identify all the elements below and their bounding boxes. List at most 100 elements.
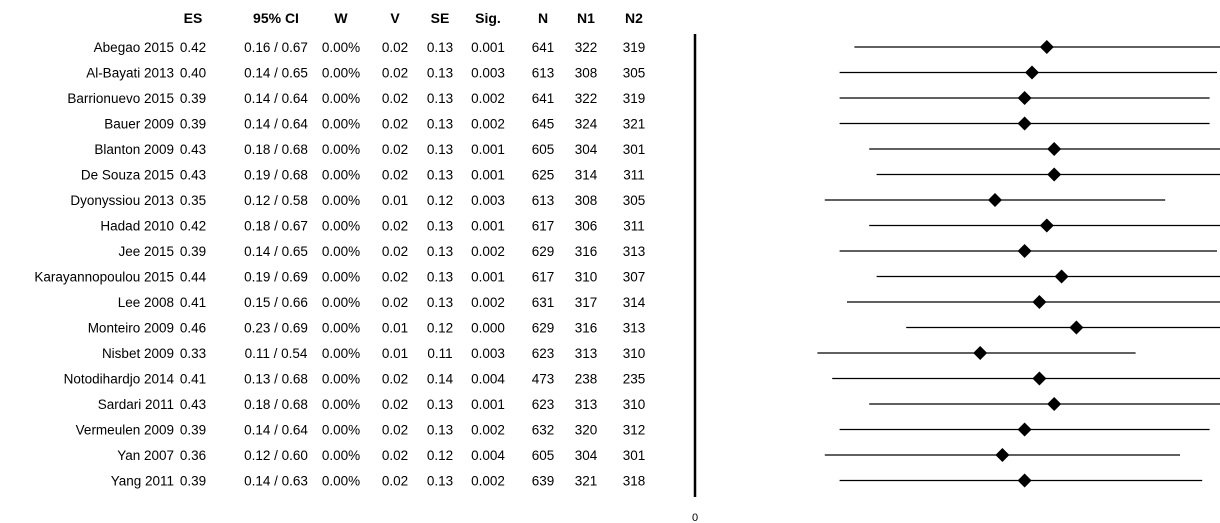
cell-sig: 0.002 — [471, 91, 505, 106]
cell-w: 0.00% — [322, 219, 360, 234]
cell-v: 0.02 — [382, 372, 408, 387]
effect-size-marker — [1017, 244, 1032, 258]
cell-w: 0.00% — [322, 91, 360, 106]
cell-se: 0.13 — [427, 40, 453, 55]
effect-size-marker — [1047, 167, 1062, 182]
cell-se: 0.13 — [427, 168, 453, 183]
cell-n: 639 — [532, 474, 555, 489]
cell-sig: 0.004 — [471, 448, 505, 463]
effect-size-marker — [1032, 371, 1047, 386]
study-name: Abegao 2015 — [94, 40, 174, 55]
cell-sig: 0.003 — [471, 193, 505, 208]
effect-size-marker — [1069, 320, 1084, 335]
cell-se: 0.13 — [427, 474, 453, 489]
study-name: Barrionuevo 2015 — [67, 91, 174, 106]
cell-ci: 0.14 / 0.64 — [244, 91, 308, 106]
cell-n2: 307 — [623, 270, 646, 285]
cell-n2: 314 — [623, 295, 646, 310]
cell-se: 0.12 — [427, 193, 453, 208]
cell-ci: 0.16 / 0.67 — [244, 40, 308, 55]
table-row: Al-Bayati 2013 0.40 0.14 / 0.65 0.00% 0.02 0.… — [86, 66, 645, 81]
table-row: Barrionuevo 2015 0.39 0.14 / 0.64 0.00% 0.02… — [67, 91, 645, 106]
cell-v: 0.02 — [382, 91, 408, 106]
effect-size-marker — [1039, 40, 1054, 54]
cell-ci: 0.15 / 0.66 — [244, 295, 308, 310]
cell-n: 623 — [532, 397, 555, 412]
cell-es: 0.35 — [180, 193, 206, 208]
table-row: Nisbet 2009 0.33 0.11 / 0.54 0.00% 0.01 0.11 0… — [102, 346, 645, 361]
cell-n2: 301 — [623, 142, 646, 157]
cell-n2: 235 — [623, 372, 646, 387]
cell-sig: 0.004 — [471, 372, 505, 387]
cell-v: 0.01 — [382, 346, 408, 361]
effect-size-marker — [1047, 142, 1062, 156]
study-name: Karayannopoulou 2015 — [34, 270, 174, 285]
cell-n1: 310 — [575, 270, 598, 285]
study-name: Notodihardjo 2014 — [64, 372, 175, 387]
cell-w: 0.00% — [322, 193, 360, 208]
study-name: Blanton 2009 — [94, 142, 174, 157]
cell-n1: 308 — [575, 66, 598, 81]
cell-n: 613 — [532, 193, 555, 208]
cell-v: 0.02 — [382, 168, 408, 183]
effect-size-marker — [1032, 295, 1047, 309]
effect-size-marker — [1054, 269, 1069, 284]
cell-v: 0.02 — [382, 40, 408, 55]
cell-se: 0.13 — [427, 91, 453, 106]
cell-sig: 0.002 — [471, 474, 505, 489]
cell-ci: 0.12 / 0.60 — [244, 448, 308, 463]
cell-v: 0.02 — [382, 142, 408, 157]
column-header-es: ES — [184, 10, 203, 26]
cell-ci: 0.14 / 0.63 — [244, 474, 308, 489]
cell-n: 605 — [532, 448, 555, 463]
table-row: Yan 2007 0.36 0.12 / 0.60 0.00% 0.02 0.12 0.00… — [117, 448, 645, 463]
cell-n: 625 — [532, 168, 555, 183]
cell-n1: 308 — [575, 193, 598, 208]
cell-v: 0.02 — [382, 448, 408, 463]
study-name: Hadad 2010 — [100, 219, 174, 234]
cell-n1: 238 — [575, 372, 598, 387]
cell-n: 629 — [532, 321, 555, 336]
cell-w: 0.00% — [322, 448, 360, 463]
table-row: Monteiro 2009 0.46 0.23 / 0.69 0.00% 0.01 0.1… — [88, 321, 646, 336]
cell-v: 0.02 — [382, 66, 408, 81]
cell-se: 0.13 — [427, 423, 453, 438]
cell-es: 0.39 — [180, 117, 206, 132]
cell-n2: 319 — [623, 40, 646, 55]
cell-se: 0.13 — [427, 244, 453, 259]
cell-sig: 0.001 — [471, 142, 505, 157]
cell-es: 0.39 — [180, 91, 206, 106]
cell-w: 0.00% — [322, 244, 360, 259]
cell-sig: 0.002 — [471, 295, 505, 310]
cell-ci: 0.14 / 0.64 — [244, 423, 308, 438]
cell-es: 0.41 — [180, 295, 206, 310]
cell-n: 617 — [532, 270, 555, 285]
cell-es: 0.39 — [180, 423, 206, 438]
cell-n1: 324 — [575, 117, 598, 132]
cell-n1: 317 — [575, 295, 598, 310]
cell-ci: 0.18 / 0.68 — [244, 397, 308, 412]
cell-w: 0.00% — [322, 66, 360, 81]
effect-size-marker — [988, 193, 1002, 207]
effect-size-marker — [1047, 397, 1062, 411]
study-name: Lee 2008 — [118, 295, 174, 310]
table-row: Sardari 2011 0.43 0.18 / 0.68 0.00% 0.02 0.13… — [98, 397, 646, 412]
cell-ci: 0.23 / 0.69 — [244, 321, 308, 336]
cell-se: 0.11 — [427, 346, 452, 361]
column-headers: ES 95% CI W V SE Sig. N N1 N2 — [184, 10, 644, 26]
cell-sig: 0.001 — [471, 270, 505, 285]
cell-es: 0.43 — [180, 168, 206, 183]
cell-es: 0.33 — [180, 346, 206, 361]
cell-sig: 0.003 — [471, 346, 505, 361]
cell-n2: 313 — [623, 321, 646, 336]
effect-size-marker — [1017, 422, 1032, 437]
study-name: De Souza 2015 — [81, 168, 174, 183]
cell-v: 0.01 — [382, 321, 408, 336]
table-row: Bauer 2009 0.39 0.14 / 0.64 0.00% 0.02 0.13 0.… — [104, 117, 645, 132]
study-name: Yan 2007 — [117, 448, 174, 463]
cell-n1: 304 — [575, 448, 598, 463]
cell-es: 0.36 — [180, 448, 206, 463]
cell-n2: 305 — [623, 193, 646, 208]
study-name: Vermeulen 2009 — [76, 423, 174, 438]
cell-n1: 316 — [575, 244, 598, 259]
